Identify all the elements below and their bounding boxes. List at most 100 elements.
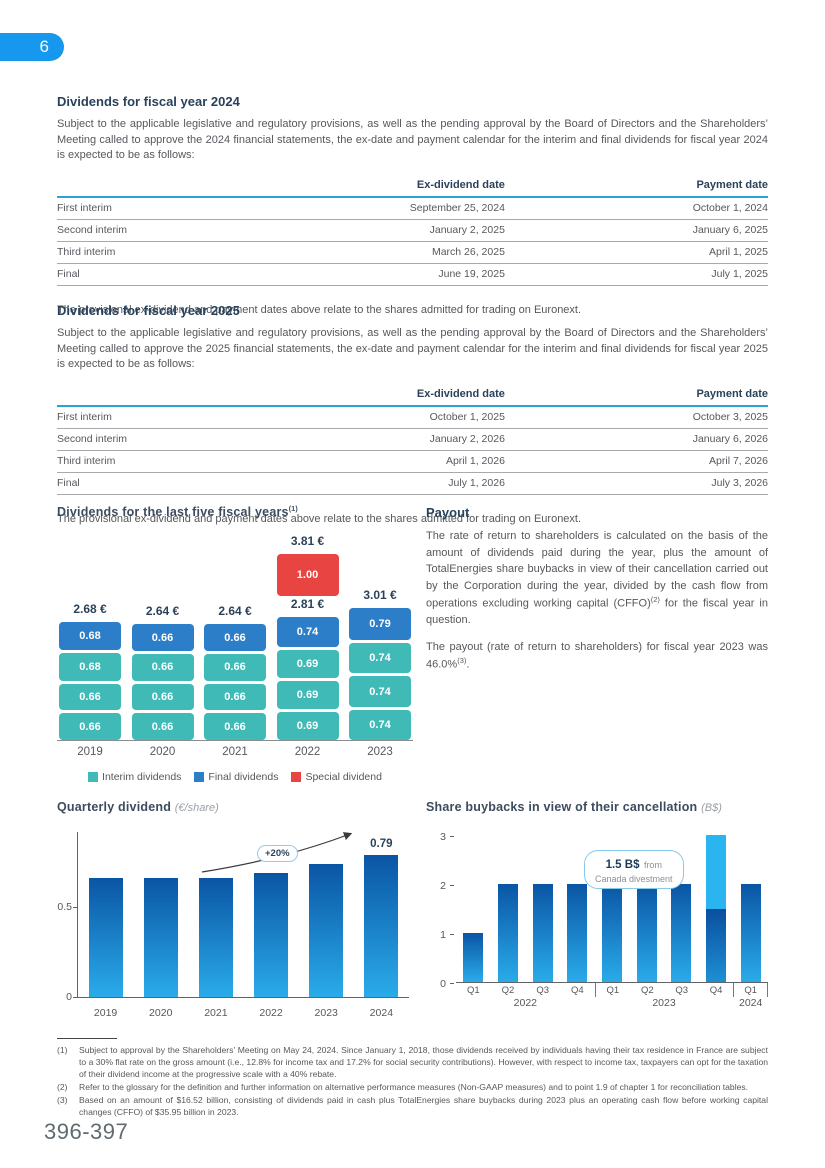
- table-header-cell: Ex-dividend date: [327, 384, 505, 407]
- axis-year-label: 2023: [314, 1007, 338, 1019]
- bar-value-label: 0.79: [370, 837, 393, 850]
- final-dividend-segment: 0.74: [276, 616, 339, 647]
- section-dividends-2025: Dividends for fiscal year 2025 Subject t…: [57, 303, 768, 525]
- table-cell: October 1, 2025: [327, 405, 505, 429]
- legend-label: Special dividend: [305, 771, 382, 783]
- chart-title-text: Quarterly dividend: [57, 800, 172, 814]
- axis-year-label: 2020: [149, 1007, 173, 1019]
- table-cell: September 25, 2024: [327, 196, 505, 220]
- table-cell: June 19, 2025: [327, 263, 505, 286]
- y-tick-label: 3: [440, 831, 446, 843]
- payout-text: The payout (rate of return to shareholde…: [426, 640, 768, 671]
- chapter-number: 6: [39, 37, 49, 56]
- payout-paragraph-1: The rate of return to shareholders is ca…: [426, 528, 768, 629]
- y-axis-line: [77, 832, 78, 998]
- dividend-bar-2020: [143, 878, 178, 997]
- axis-year-label: 2022: [259, 1007, 283, 1019]
- interim-dividend-segment: 0.69: [276, 649, 339, 678]
- bar-slot: [525, 884, 560, 982]
- stack-total-label: 2.64 €: [218, 604, 252, 619]
- payout-section: Payout The rate of return to shareholder…: [426, 505, 768, 783]
- legend-item: Final dividends: [194, 771, 278, 783]
- table-cell: First interim: [57, 196, 328, 220]
- growth-annotation: +20%: [257, 845, 298, 862]
- quarter-label: Q3: [675, 985, 689, 996]
- dividend-bar-2023: [309, 863, 344, 997]
- y-tick-label: 0.5: [57, 901, 72, 913]
- section-body: Subject to the applicable legislative an…: [57, 118, 768, 162]
- quarter-label: Q3: [536, 985, 550, 996]
- axis-year-label: 2021: [222, 746, 248, 758]
- table-cell: October 1, 2024: [504, 196, 768, 220]
- legend-swatch: [291, 772, 302, 782]
- footnote-ref: (2): [650, 595, 660, 604]
- table-header-cell: Payment date: [504, 384, 768, 407]
- dividend-calendar-table-2024: Ex-dividend date Payment date First inter…: [57, 175, 768, 286]
- chart-title-footnote-ref: (1): [288, 505, 298, 513]
- legend-label: Final dividends: [208, 771, 279, 783]
- interim-dividend-segment: 0.69: [276, 680, 339, 709]
- payout-heading: Payout: [426, 505, 470, 520]
- interim-dividend-segment: 0.66: [204, 653, 266, 681]
- bar-slot: [456, 933, 491, 982]
- table-header-cell: [57, 175, 328, 198]
- y-tick-mark: [450, 885, 454, 886]
- axis-year-label: 2024: [739, 997, 763, 1009]
- final-dividend-segment: 0.66: [204, 624, 266, 651]
- footnote: (3) Based on an amount of $16.52 billion,…: [57, 1094, 768, 1118]
- quarter-label: Q4: [571, 985, 584, 996]
- dividend-stack-2022: 3.81 €1.00 2.81 €0.74 0.69 0.69 0.69: [276, 533, 339, 740]
- table-cell: Third interim: [57, 241, 328, 264]
- chart-title: Quarterly dividend (€/share): [57, 800, 413, 814]
- quarter-labels: Q1: [733, 983, 769, 997]
- euronext-note: The provisional ex-dividend and payment …: [57, 512, 582, 525]
- table-cell: First interim: [57, 405, 328, 429]
- bar-chart-plot: Q1 Q2 Q3 Q4 2022 Q1 Q2 Q3 Q4 2023 Q1 2024 1.5 B$ fr…: [426, 826, 769, 1014]
- table-header-row: Ex-dividend date Payment date: [57, 175, 768, 198]
- payout-text: for the fiscal year in question.: [426, 597, 768, 627]
- final-dividend-segment: 0.66: [131, 624, 194, 651]
- base-segment: [706, 908, 727, 982]
- section-dividends-2024: Dividends for fiscal year 2024 Subject t…: [57, 94, 768, 316]
- bar-slot: [560, 884, 595, 982]
- interim-dividend-segment: 0.74: [349, 676, 411, 707]
- table-cell: January 2, 2025: [327, 219, 505, 242]
- y-tick-label: 0: [440, 978, 446, 990]
- footnote-text: Refer to the glossary for the definition…: [79, 1082, 749, 1093]
- footnote-list: (1) Subject to approval by the Shareholde…: [57, 1044, 768, 1118]
- interim-dividend-segment: 0.74: [349, 643, 411, 674]
- footnote-number: (3): [57, 1095, 68, 1106]
- axis-year-label: 2022: [513, 997, 538, 1009]
- dividend-stack-2020: 2.64 €0.66 0.66 0.66 0.66: [131, 603, 194, 740]
- bars: 0.79: [78, 838, 409, 997]
- stacked-bar-plot: 2.68 €0.68 0.68 0.66 0.66 2.64 €0.66 0.66 0.66…: [57, 525, 413, 741]
- table-cell: October 3, 2025: [504, 405, 768, 429]
- chart-title: Share buybacks in view of their cancella…: [426, 800, 768, 814]
- dividend-calendar-table-2025: Ex-dividend date Payment date First inter…: [57, 384, 768, 495]
- interim-dividend-segment: 0.68: [59, 653, 121, 681]
- x-axis-labels: 2019 2020 2021 2022 2023 2024: [78, 1007, 409, 1019]
- y-tick-label: 2: [440, 880, 446, 892]
- divestment-segment: [706, 835, 727, 909]
- buyback-bar: [602, 884, 622, 982]
- y-tick-label: 0: [66, 991, 72, 1003]
- interim-dividend-segment: 0.66: [59, 683, 121, 711]
- table-cell: March 26, 2025: [327, 241, 505, 264]
- buyback-bar-highlight: [706, 835, 727, 982]
- legend-label: Interim dividends: [102, 771, 182, 783]
- bar-slot: [491, 884, 526, 982]
- quarter-label: Q1: [606, 985, 620, 996]
- interim-dividend-segment: 0.74: [349, 709, 411, 740]
- dividend-bar-2022: [254, 872, 289, 997]
- dividend-bar-2024: 0.79: [364, 838, 399, 997]
- buyback-bar: [463, 933, 484, 982]
- table-header-row: Ex-dividend date Payment date: [57, 384, 768, 407]
- table-cell: April 1, 2025: [504, 241, 768, 264]
- quarter-group-2024: Q1 2024: [733, 826, 769, 1009]
- table-row: First interim September 25, 2024 October 1…: [57, 196, 768, 220]
- buyback-bar: [532, 884, 553, 982]
- axis-year-label: 2022: [294, 746, 321, 758]
- chart-unit: (€/share): [174, 802, 219, 814]
- footnote-number: (1): [57, 1045, 68, 1055]
- x-axis-line: [77, 997, 409, 998]
